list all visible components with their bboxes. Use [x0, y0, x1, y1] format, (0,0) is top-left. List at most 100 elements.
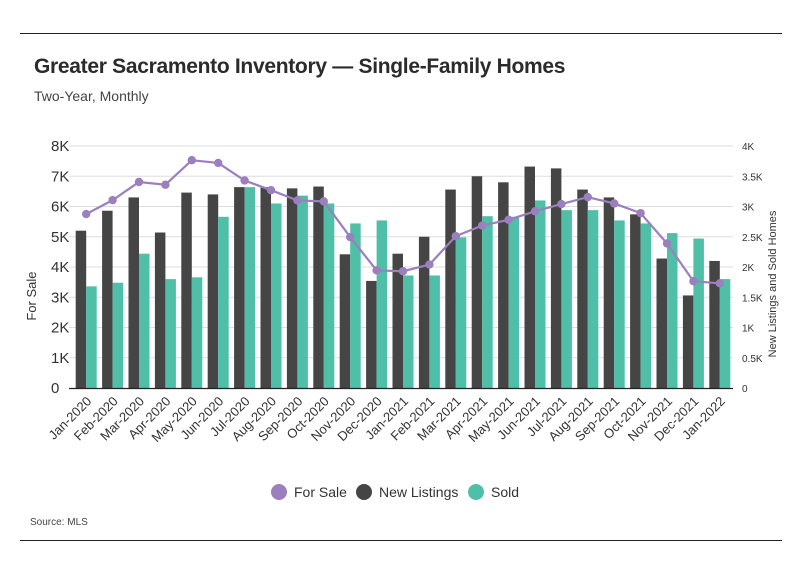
legend-item: For Sale: [271, 484, 347, 500]
sold-bar: [587, 210, 599, 388]
for-sale-line-group: [82, 156, 724, 288]
new-listings-bar: [75, 230, 87, 388]
new-listings-bar: [260, 187, 271, 388]
for-sale-point: [82, 209, 91, 219]
y-left-tick-label: 1K: [51, 350, 69, 367]
y-left-tick-label: 7K: [51, 168, 69, 185]
for-sale-point: [346, 232, 355, 242]
chart-subtitle: Two-Year, Monthly: [34, 88, 149, 104]
for-sale-point: [662, 239, 672, 248]
for-sale-point: [319, 197, 328, 206]
legend: For Sale New Listings Sold: [271, 484, 519, 500]
y-right-tick-label: 0: [742, 384, 748, 395]
legend-item: Sold: [468, 484, 519, 500]
for-sale-point: [504, 215, 513, 225]
sold-bar: [218, 216, 229, 388]
new-listings-bar: [524, 166, 535, 388]
y-right-tick-label: 2K: [742, 263, 755, 274]
sold-bar: [376, 220, 388, 388]
bars: [75, 166, 731, 388]
legend-marker: [356, 484, 372, 500]
y-right-axis-title: New Listings and Sold Homes: [767, 210, 779, 357]
new-listings-bar: [313, 186, 324, 388]
sold-bar: [139, 253, 150, 388]
sold-bar: [403, 275, 414, 388]
new-listings-bar: [286, 188, 298, 388]
new-listings-bar: [234, 187, 245, 388]
source-note: Source: MLS: [30, 517, 88, 528]
sold-bar: [429, 275, 440, 388]
new-listings-bar: [207, 194, 219, 388]
y-left-tick-label: 8K: [51, 138, 69, 155]
sold-bar: [323, 203, 335, 388]
legend-label: New Listings: [379, 484, 458, 500]
new-listings-bar: [656, 258, 667, 388]
new-listings-bar: [498, 182, 509, 388]
sold-bar: [667, 233, 678, 388]
top-rule: [20, 33, 782, 34]
for-sale-point: [372, 266, 381, 275]
new-listings-bar: [709, 260, 720, 388]
y-right-tick-label: 1K: [742, 324, 755, 335]
new-listings-bar: [366, 280, 377, 388]
chart-title: Greater Sacramento Inventory — Single-Fa…: [34, 55, 566, 78]
y-right-tick-label: 2.5K: [742, 233, 763, 244]
y-left-axis-title: For Sale: [24, 271, 39, 320]
new-listings-bar: [339, 254, 351, 388]
sold-bar: [693, 238, 704, 388]
y-right-tick-label: 0.5K: [742, 354, 763, 365]
sold-bar: [508, 216, 520, 388]
sold-bar: [535, 200, 546, 388]
y-right-tick-label: 1.5K: [742, 293, 763, 304]
new-listings-bar: [154, 232, 166, 388]
for-sale-point: [398, 267, 408, 276]
y-right-tick-label: 3K: [742, 203, 755, 214]
for-sale-point: [451, 231, 460, 241]
new-listings-bar: [471, 176, 483, 388]
new-listings-bar: [445, 189, 456, 388]
for-sale-point: [715, 279, 724, 288]
for-sale-point: [530, 207, 540, 216]
new-listings-bar: [181, 192, 192, 388]
for-sale-point: [240, 176, 249, 185]
sold-bar: [244, 187, 256, 388]
y-left-tick-label: 3K: [51, 289, 69, 306]
for-sale-point: [161, 180, 170, 189]
legend-item: New Listings: [356, 484, 458, 500]
sold-bar: [271, 203, 282, 388]
y-left-tick-label: 4K: [51, 259, 69, 276]
y-left-tick-label: 5K: [51, 229, 69, 246]
sold-bar: [165, 279, 176, 388]
legend-label: For Sale: [294, 484, 347, 500]
sold-bar: [561, 210, 572, 388]
y-right-tick-label: 3.5K: [742, 172, 763, 183]
y-left-tick-label: 2K: [51, 320, 69, 337]
new-listings-bar: [630, 214, 641, 388]
new-listings-bar: [128, 197, 139, 388]
sold-bar: [455, 237, 467, 388]
sold-bar: [112, 282, 124, 388]
new-listings-bar: [603, 197, 615, 388]
sold-bar: [719, 279, 731, 388]
bottom-rule: [20, 540, 782, 541]
y-left-tick-label: 0: [51, 380, 59, 397]
for-sale-point: [478, 221, 487, 230]
for-sale-point: [557, 199, 566, 209]
new-listings-bar: [682, 295, 694, 388]
sold-bar: [191, 277, 203, 388]
for-sale-point: [214, 158, 223, 168]
for-sale-point: [583, 192, 592, 202]
y-left-tick-label: 6K: [51, 199, 69, 216]
sold-bar: [482, 216, 493, 388]
for-sale-point: [293, 196, 302, 205]
legend-label: Sold: [491, 484, 519, 500]
legend-marker: [468, 484, 484, 500]
new-listings-bar: [550, 168, 562, 388]
sold-bar: [350, 223, 361, 388]
for-sale-point: [425, 260, 434, 269]
for-sale-point: [187, 156, 196, 165]
sold-bar: [614, 220, 625, 388]
new-listings-bar: [392, 253, 403, 388]
for-sale-point: [108, 195, 117, 205]
